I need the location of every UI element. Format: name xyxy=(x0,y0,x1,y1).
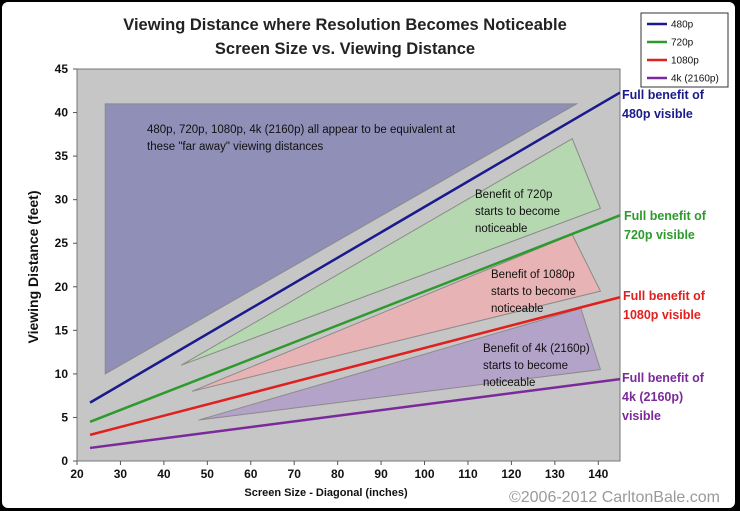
y-tick-label: 25 xyxy=(55,236,69,250)
region-far xyxy=(104,103,579,375)
legend-entry: 480p xyxy=(671,20,694,31)
region-label-far: 480p, 720p, 1080p, 4k (2160p) all appear… xyxy=(147,124,458,153)
chart-title: Viewing Distance where Resolution Become… xyxy=(123,16,567,34)
x-tick-label: 120 xyxy=(501,467,521,481)
series-line-4k-2160p- xyxy=(89,377,621,450)
series-line-1080p xyxy=(89,296,621,437)
x-tick-label: 80 xyxy=(331,467,345,481)
x-tick-label: 60 xyxy=(244,467,258,481)
x-tick-label: 140 xyxy=(588,467,608,481)
full-benefit-label: Full benefit of 1080p visible xyxy=(623,289,706,322)
region-label-1080p: Benefit of 1080p starts to become notice… xyxy=(491,269,579,315)
legend-entry: 720p xyxy=(671,38,694,49)
region-4k xyxy=(198,307,602,421)
x-tick-label: 110 xyxy=(458,467,478,481)
y-tick-label: 40 xyxy=(55,106,69,120)
y-tick-label: 35 xyxy=(55,149,69,163)
x-tick-label: 30 xyxy=(114,467,128,481)
chart-subtitle: Screen Size vs. Viewing Distance xyxy=(215,40,475,58)
full-benefit-label: Full benefit of 480p visible xyxy=(622,88,705,121)
copyright: ©2006-2012 CarltonBale.com xyxy=(509,489,720,506)
legend: 480p 720p 1080p 4k (2160p) xyxy=(640,12,729,88)
y-tick-label: 20 xyxy=(55,280,69,294)
region-label-720p: Benefit of 720p starts to become noticea… xyxy=(475,189,563,235)
full-benefit-label: Full benefit of 4k (2160p) visible xyxy=(622,371,705,423)
y-tick-label: 15 xyxy=(55,323,69,337)
y-tick-label: 45 xyxy=(55,62,69,76)
x-tick-label: 20 xyxy=(70,467,84,481)
legend-entry: 1080p xyxy=(671,56,699,67)
y-tick-label: 30 xyxy=(55,193,69,207)
y-axis-label: Viewing Distance (feet) xyxy=(25,190,41,343)
legend-entry: 4k (2160p) xyxy=(671,74,719,85)
x-tick-label: 100 xyxy=(415,467,435,481)
x-tick-label: 130 xyxy=(545,467,565,481)
region-720p xyxy=(181,137,602,366)
series-line-480p xyxy=(89,91,621,404)
y-tick-label: 0 xyxy=(61,454,68,468)
legend-box xyxy=(640,12,729,88)
x-tick-label: 90 xyxy=(374,467,388,481)
x-axis-label: Screen Size - Diagonal (inches) xyxy=(244,487,408,499)
x-tick-label: 40 xyxy=(157,467,171,481)
y-tick-label: 10 xyxy=(55,367,69,381)
region-1080p xyxy=(191,233,602,392)
region-label-4k: Benefit of 4k (2160p) starts to become n… xyxy=(483,343,593,389)
y-tick-label: 5 xyxy=(61,410,68,424)
x-tick-label: 70 xyxy=(288,467,302,481)
x-tick-label: 50 xyxy=(201,467,215,481)
series-line-720p xyxy=(89,214,621,423)
full-benefit-label: Full benefit of 720p visible xyxy=(624,209,707,242)
